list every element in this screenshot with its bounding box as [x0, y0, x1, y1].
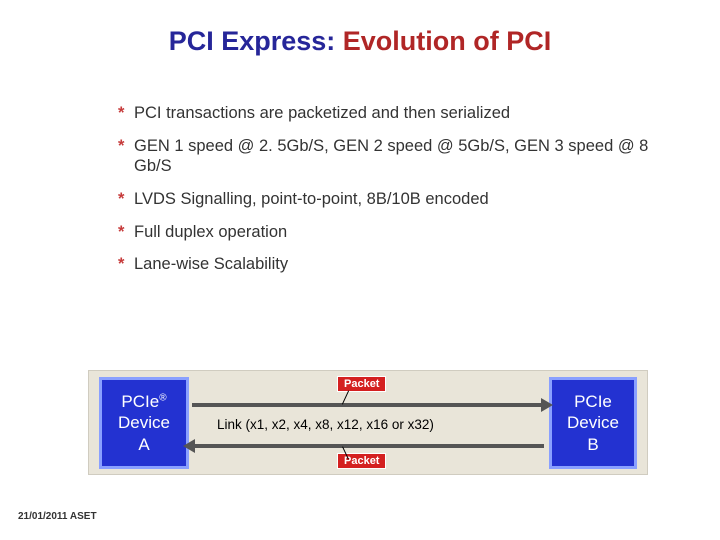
asterisk-icon: *: [118, 103, 124, 124]
bullet-text: GEN 1 speed @ 2. 5Gb/S, GEN 2 speed @ 5G…: [134, 137, 648, 176]
device-b-box: PCIe Device B: [549, 377, 637, 469]
bullet-item: * GEN 1 speed @ 2. 5Gb/S, GEN 2 speed @ 5…: [118, 136, 680, 177]
asterisk-icon: *: [118, 136, 124, 157]
bullet-text: PCI transactions are packetized and then…: [134, 104, 510, 122]
slide-title: PCI Express: Evolution of PCI: [0, 0, 720, 57]
bullet-item: * Full duplex operation: [118, 222, 680, 243]
arrow-top-head: [541, 398, 553, 412]
asterisk-icon: *: [118, 222, 124, 243]
bullet-item: * Lane-wise Scalability: [118, 254, 680, 275]
link-text: Link (x1, x2, x4, x8, x12, x16 or x32): [217, 417, 434, 432]
footer-text: 21/01/2011 ASET: [18, 511, 97, 522]
bullet-item: * LVDS Signalling, point-to-point, 8B/10B…: [118, 189, 680, 210]
arrow-top-line: [192, 403, 544, 407]
bullet-text: LVDS Signalling, point-to-point, 8B/10B …: [134, 190, 489, 208]
asterisk-icon: *: [118, 189, 124, 210]
arrow-bottom-line: [192, 444, 544, 448]
bullet-text: Full duplex operation: [134, 223, 287, 241]
asterisk-icon: *: [118, 254, 124, 275]
packet-label-top: Packet: [337, 376, 386, 392]
device-a-box: PCIe® Device A: [99, 377, 189, 469]
bullet-text: Lane-wise Scalability: [134, 255, 288, 273]
packet-label-bottom: Packet: [337, 453, 386, 469]
pcie-link-diagram: PCIe® Device A PCIe Device B Packet Pack…: [88, 370, 648, 475]
bullet-item: * PCI transactions are packetized and the…: [118, 103, 680, 124]
arrow-bottom-head: [183, 439, 195, 453]
bullet-list: * PCI transactions are packetized and the…: [118, 103, 680, 275]
